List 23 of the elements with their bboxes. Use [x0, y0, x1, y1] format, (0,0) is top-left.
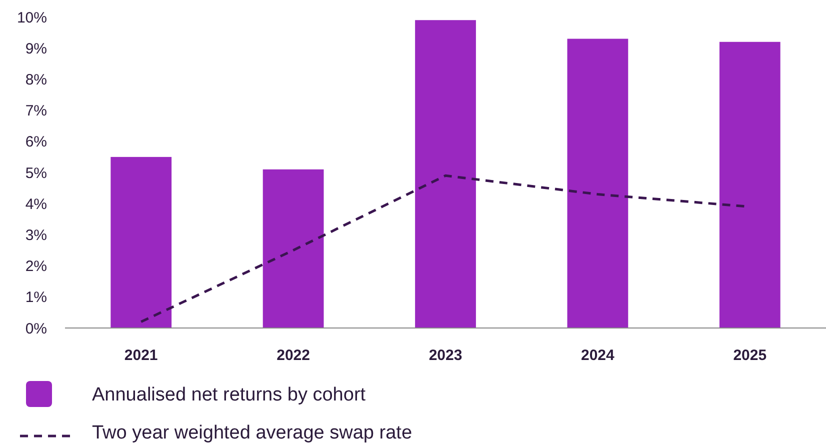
y-tick-label: 4% [25, 196, 47, 213]
x-tick-label: 2024 [581, 347, 616, 364]
bar [567, 38, 628, 328]
x-tick-label: 2023 [428, 347, 462, 364]
y-tick-label: 8% [25, 71, 47, 88]
bar [415, 20, 476, 328]
y-tick-label: 9% [25, 40, 47, 58]
x-tick-label: 2021 [124, 347, 158, 364]
y-tick-label: 3% [25, 226, 47, 244]
y-tick-label: 1% [25, 289, 47, 306]
y-tick-label: 0% [25, 320, 47, 338]
bar [719, 42, 780, 328]
y-tick-label: 5% [25, 164, 47, 182]
legend-label: Annualised net returns by cohort [92, 384, 366, 406]
bar [262, 169, 324, 328]
y-tick-label: 7% [25, 102, 47, 120]
x-tick-label: 2022 [276, 347, 310, 364]
y-tick-label: 6% [25, 134, 47, 151]
x-tick-label: 2025 [733, 347, 767, 364]
y-tick-label: 2% [25, 258, 47, 276]
y-tick-label: 10% [16, 9, 47, 26]
legend-label: Two year weighted average swap rate [92, 422, 412, 444]
bar [110, 156, 172, 328]
